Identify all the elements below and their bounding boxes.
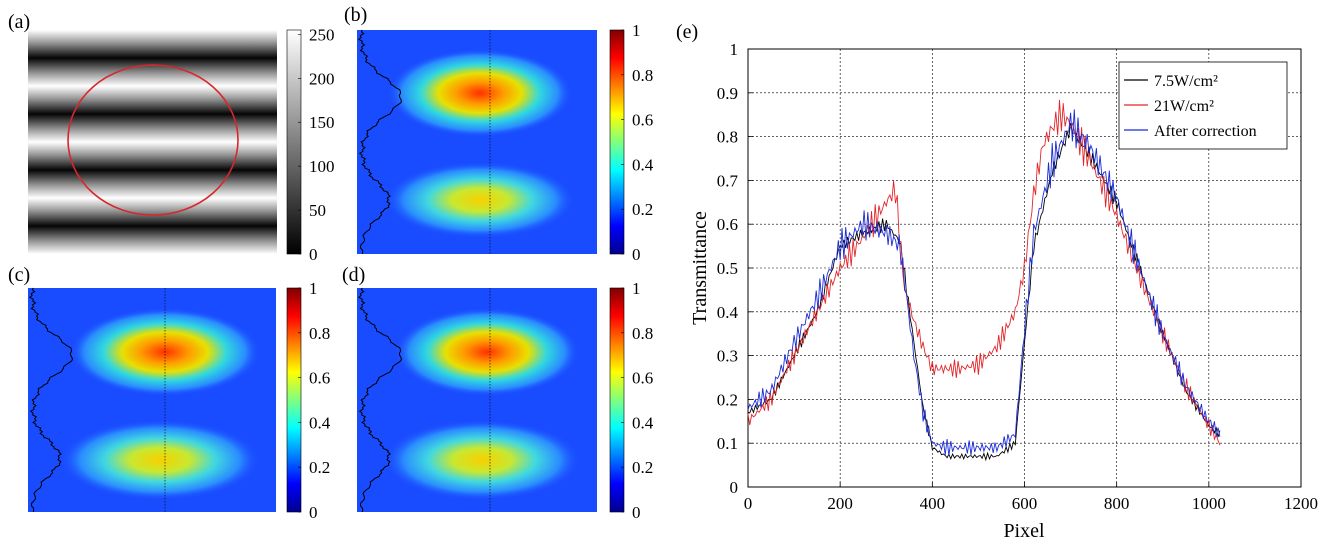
colorbar-tick-label: 250 bbox=[309, 25, 335, 44]
x-tick-label: 400 bbox=[920, 494, 946, 513]
panel-label-c: (c) bbox=[8, 264, 30, 286]
y-tick-label: 0.1 bbox=[717, 434, 738, 453]
panel-b: (b) 0 0.2 0.4 0.6 0.8 1 bbox=[344, 4, 654, 264]
x-axis-label: Pixel bbox=[1003, 520, 1045, 542]
colorbar-tick-label: 100 bbox=[309, 157, 335, 176]
jet-colorbar-b-ticks: 0 0.2 0.4 0.6 0.8 1 bbox=[621, 21, 654, 264]
colorbar-tick-label: 0 bbox=[309, 245, 318, 264]
colorbar-tick-label: 0.8 bbox=[632, 66, 653, 85]
panel-d: (d) 0 0.2 0.4 0.6 0.8 1 bbox=[342, 264, 654, 522]
panel-c: (c) 0 0.2 0.4 0.6 0.8 1 bbox=[8, 264, 331, 522]
y-tick-label: 0.7 bbox=[717, 171, 739, 190]
fringe-image bbox=[28, 30, 277, 254]
legend-label: 7.5W/cm² bbox=[1154, 73, 1218, 90]
x-tick-label: 800 bbox=[1104, 494, 1130, 513]
series-line-3 bbox=[747, 109, 1221, 456]
jet-colorbar-c-ticks: 0 0.2 0.4 0.6 0.8 1 bbox=[298, 279, 331, 522]
panel-label-a: (a) bbox=[8, 11, 30, 33]
colorbar-tick-label: 0 bbox=[632, 503, 641, 522]
gray-colorbar-ticks: 0 50 100 150 200 250 bbox=[298, 25, 335, 264]
legend-label: 21W/cm² bbox=[1154, 98, 1214, 115]
y-tick-label: 1 bbox=[730, 40, 739, 59]
y-axis-ticks: 0 0.1 0.2 0.3 0.4 0.5 0.6 0.7 0.8 0.9 1 bbox=[717, 40, 753, 497]
colorbar-tick-label: 0.4 bbox=[309, 413, 331, 432]
colorbar-tick-label: 150 bbox=[309, 113, 335, 132]
colorbar-tick-label: 1 bbox=[309, 279, 318, 298]
colorbar-tick-label: 0.4 bbox=[632, 413, 654, 432]
legend-label: After correction bbox=[1154, 123, 1257, 140]
colorbar-tick-label: 0.6 bbox=[632, 111, 653, 130]
colorbar-tick-label: 0.6 bbox=[309, 369, 330, 388]
colorbar-tick-label: 1 bbox=[632, 279, 641, 298]
x-axis-ticks: 0 200 400 600 800 1000 1200 bbox=[744, 482, 1318, 513]
panel-label-b: (b) bbox=[344, 4, 367, 26]
panel-label-e: (e) bbox=[676, 21, 698, 43]
series-line-2 bbox=[747, 99, 1221, 446]
y-tick-label: 0.9 bbox=[717, 84, 738, 103]
colorbar-tick-label: 0.2 bbox=[632, 458, 653, 477]
jet-colorbar-d bbox=[609, 287, 625, 513]
y-tick-label: 0 bbox=[730, 478, 739, 497]
colorbar-tick-label: 0 bbox=[309, 503, 318, 522]
colorbar-tick-label: 0.4 bbox=[632, 155, 654, 174]
x-tick-label: 600 bbox=[1012, 494, 1038, 513]
jet-colorbar-d-ticks: 0 0.2 0.4 0.6 0.8 1 bbox=[621, 279, 654, 522]
y-tick-label: 0.2 bbox=[717, 390, 738, 409]
y-tick-label: 0.5 bbox=[717, 259, 738, 278]
jet-colorbar-c bbox=[286, 287, 302, 513]
aperture-ring bbox=[67, 64, 239, 216]
y-tick-label: 0.3 bbox=[717, 347, 738, 366]
colorbar-tick-label: 200 bbox=[309, 69, 335, 88]
panel-label-d: (d) bbox=[342, 264, 365, 286]
beam-image-d bbox=[357, 287, 597, 513]
colorbar-tick-label: 0.2 bbox=[309, 458, 330, 477]
beam-image-c bbox=[28, 287, 276, 513]
x-tick-label: 1000 bbox=[1192, 494, 1226, 513]
panel-a: (a) 0 50 100 150 200 250 bbox=[8, 11, 335, 264]
y-tick-label: 0.8 bbox=[717, 128, 738, 147]
panel-e: (e) 0 200 400 600 800 1000 1200 00.10.20.30.40… bbox=[676, 21, 1318, 542]
x-tick-label: 0 bbox=[744, 494, 753, 513]
x-tick-label: 200 bbox=[827, 494, 853, 513]
colorbar-tick-label: 0.8 bbox=[309, 324, 330, 343]
jet-colorbar-b bbox=[609, 29, 625, 255]
gridlines bbox=[748, 49, 1301, 487]
y-tick-label: 0.6 bbox=[717, 215, 738, 234]
colorbar-tick-label: 0 bbox=[632, 245, 641, 264]
colorbar-tick-label: 0.2 bbox=[632, 200, 653, 219]
colorbar-tick-label: 1 bbox=[632, 21, 641, 40]
beam-image-b bbox=[357, 29, 597, 255]
series-layer bbox=[747, 99, 1221, 462]
colorbar-tick-label: 50 bbox=[309, 201, 326, 220]
y-axis-label: Transmittance bbox=[689, 211, 711, 325]
y-tick-label: 0.4 bbox=[717, 303, 739, 322]
colorbar-tick-label: 0.8 bbox=[632, 324, 653, 343]
gray-colorbar bbox=[286, 29, 302, 255]
colorbar-tick-label: 0.6 bbox=[632, 369, 653, 388]
x-tick-label: 1200 bbox=[1284, 494, 1318, 513]
legend: 7.5W/cm² 21W/cm² After correction bbox=[1118, 61, 1288, 150]
